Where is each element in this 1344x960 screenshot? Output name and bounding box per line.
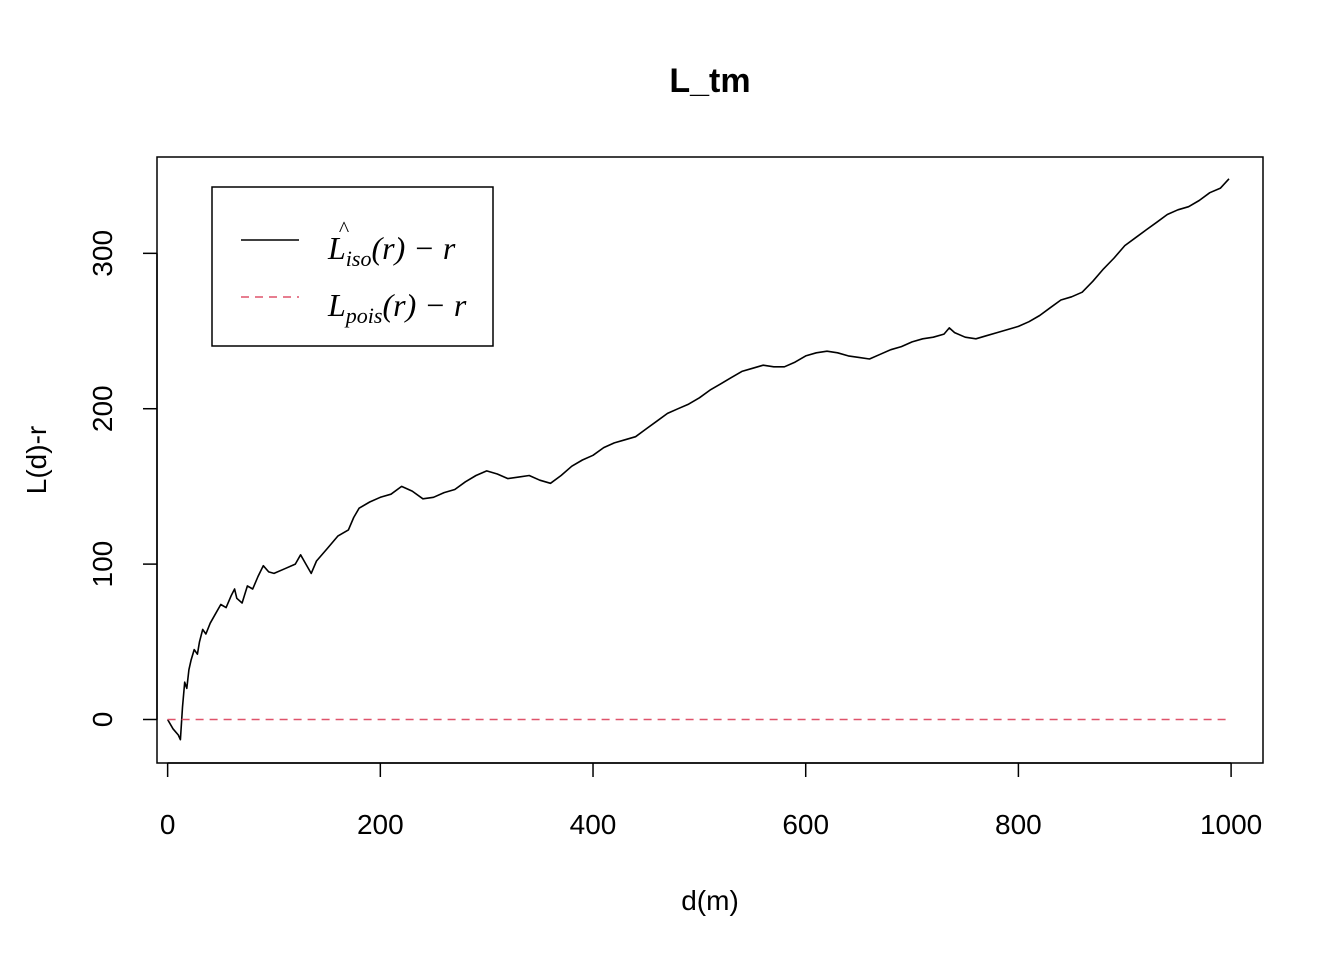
y-tick-label: 0	[87, 712, 118, 728]
series-0	[166, 178, 1230, 741]
y-tick-label: 300	[87, 230, 118, 277]
x-axis: 0 200 400 600 800 1000	[160, 762, 1262, 840]
legend-label-1: Lpois(r) − r	[327, 287, 467, 328]
x-tick-label: 1000	[1200, 809, 1262, 840]
y-axis-label: L(d)-r	[21, 426, 52, 494]
legend: Liso(r) − r^ Lpois(r) − r	[211, 186, 494, 347]
y-tick-label: 100	[87, 541, 118, 588]
x-tick-label: 0	[160, 809, 176, 840]
legend-box	[211, 186, 494, 347]
x-tick-label: 800	[995, 809, 1042, 840]
x-axis-label: d(m)	[681, 885, 739, 916]
legend-label-0: Liso(r) − r	[327, 230, 456, 271]
series-layer	[166, 178, 1232, 741]
legend-hat-0: ^	[338, 216, 349, 241]
x-tick-label: 400	[570, 809, 617, 840]
chart-title: L_tm	[669, 62, 750, 100]
x-tick-label: 600	[782, 809, 829, 840]
x-tick-label: 200	[357, 809, 404, 840]
y-tick-label: 200	[87, 385, 118, 432]
y-axis: 0 100 200 300	[87, 230, 158, 728]
series-line-0	[166, 178, 1230, 741]
